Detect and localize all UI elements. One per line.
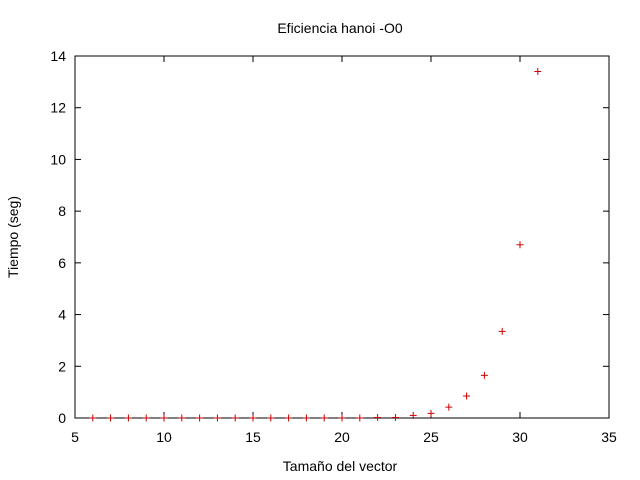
y-axis-label: Tiempo (seg) [5,196,21,278]
data-point [427,409,435,417]
x-tick-label: 5 [71,429,79,445]
x-tick-label: 30 [512,429,528,445]
y-tick-label: 4 [58,307,66,323]
data-point [516,241,524,249]
data-point [409,411,417,419]
plot-area-border [74,55,610,419]
y-tick-label: 8 [58,203,66,219]
data-series [89,68,542,422]
data-point [124,414,132,422]
data-point [231,414,239,422]
chart-title: Eficiencia hanoi -O0 [277,20,403,36]
y-tick-label: 14 [50,48,66,64]
data-point [89,414,97,422]
data-point [338,414,346,422]
x-tick-label: 15 [245,429,261,445]
y-axis: 0 2 4 6 8 10 12 14 [50,48,609,426]
data-point [302,414,310,422]
x-tick-label: 25 [423,429,439,445]
data-point [285,414,293,422]
data-point [356,414,364,422]
data-point [142,414,150,422]
data-point [196,414,204,422]
x-axis: 5 10 15 20 25 30 35 [71,56,617,445]
data-point [249,414,257,422]
y-tick-label: 2 [58,358,66,374]
data-point [107,414,115,422]
data-point [463,392,471,400]
y-tick-label: 0 [58,410,66,426]
data-point [391,413,399,421]
data-point [213,414,221,422]
y-tick-label: 12 [50,100,66,116]
data-point [320,414,328,422]
data-point [178,414,186,422]
x-tick-label: 35 [601,429,617,445]
data-point [374,413,382,421]
data-point [498,327,506,335]
data-point [534,68,542,76]
data-point [445,403,453,411]
data-point [160,414,168,422]
y-tick-label: 6 [58,255,66,271]
y-tick-label: 10 [50,151,66,167]
x-axis-label: Tamaño del vector [283,458,398,474]
x-tick-label: 10 [156,429,172,445]
data-point [480,371,488,379]
data-point [267,414,275,422]
x-tick-label: 20 [334,429,350,445]
